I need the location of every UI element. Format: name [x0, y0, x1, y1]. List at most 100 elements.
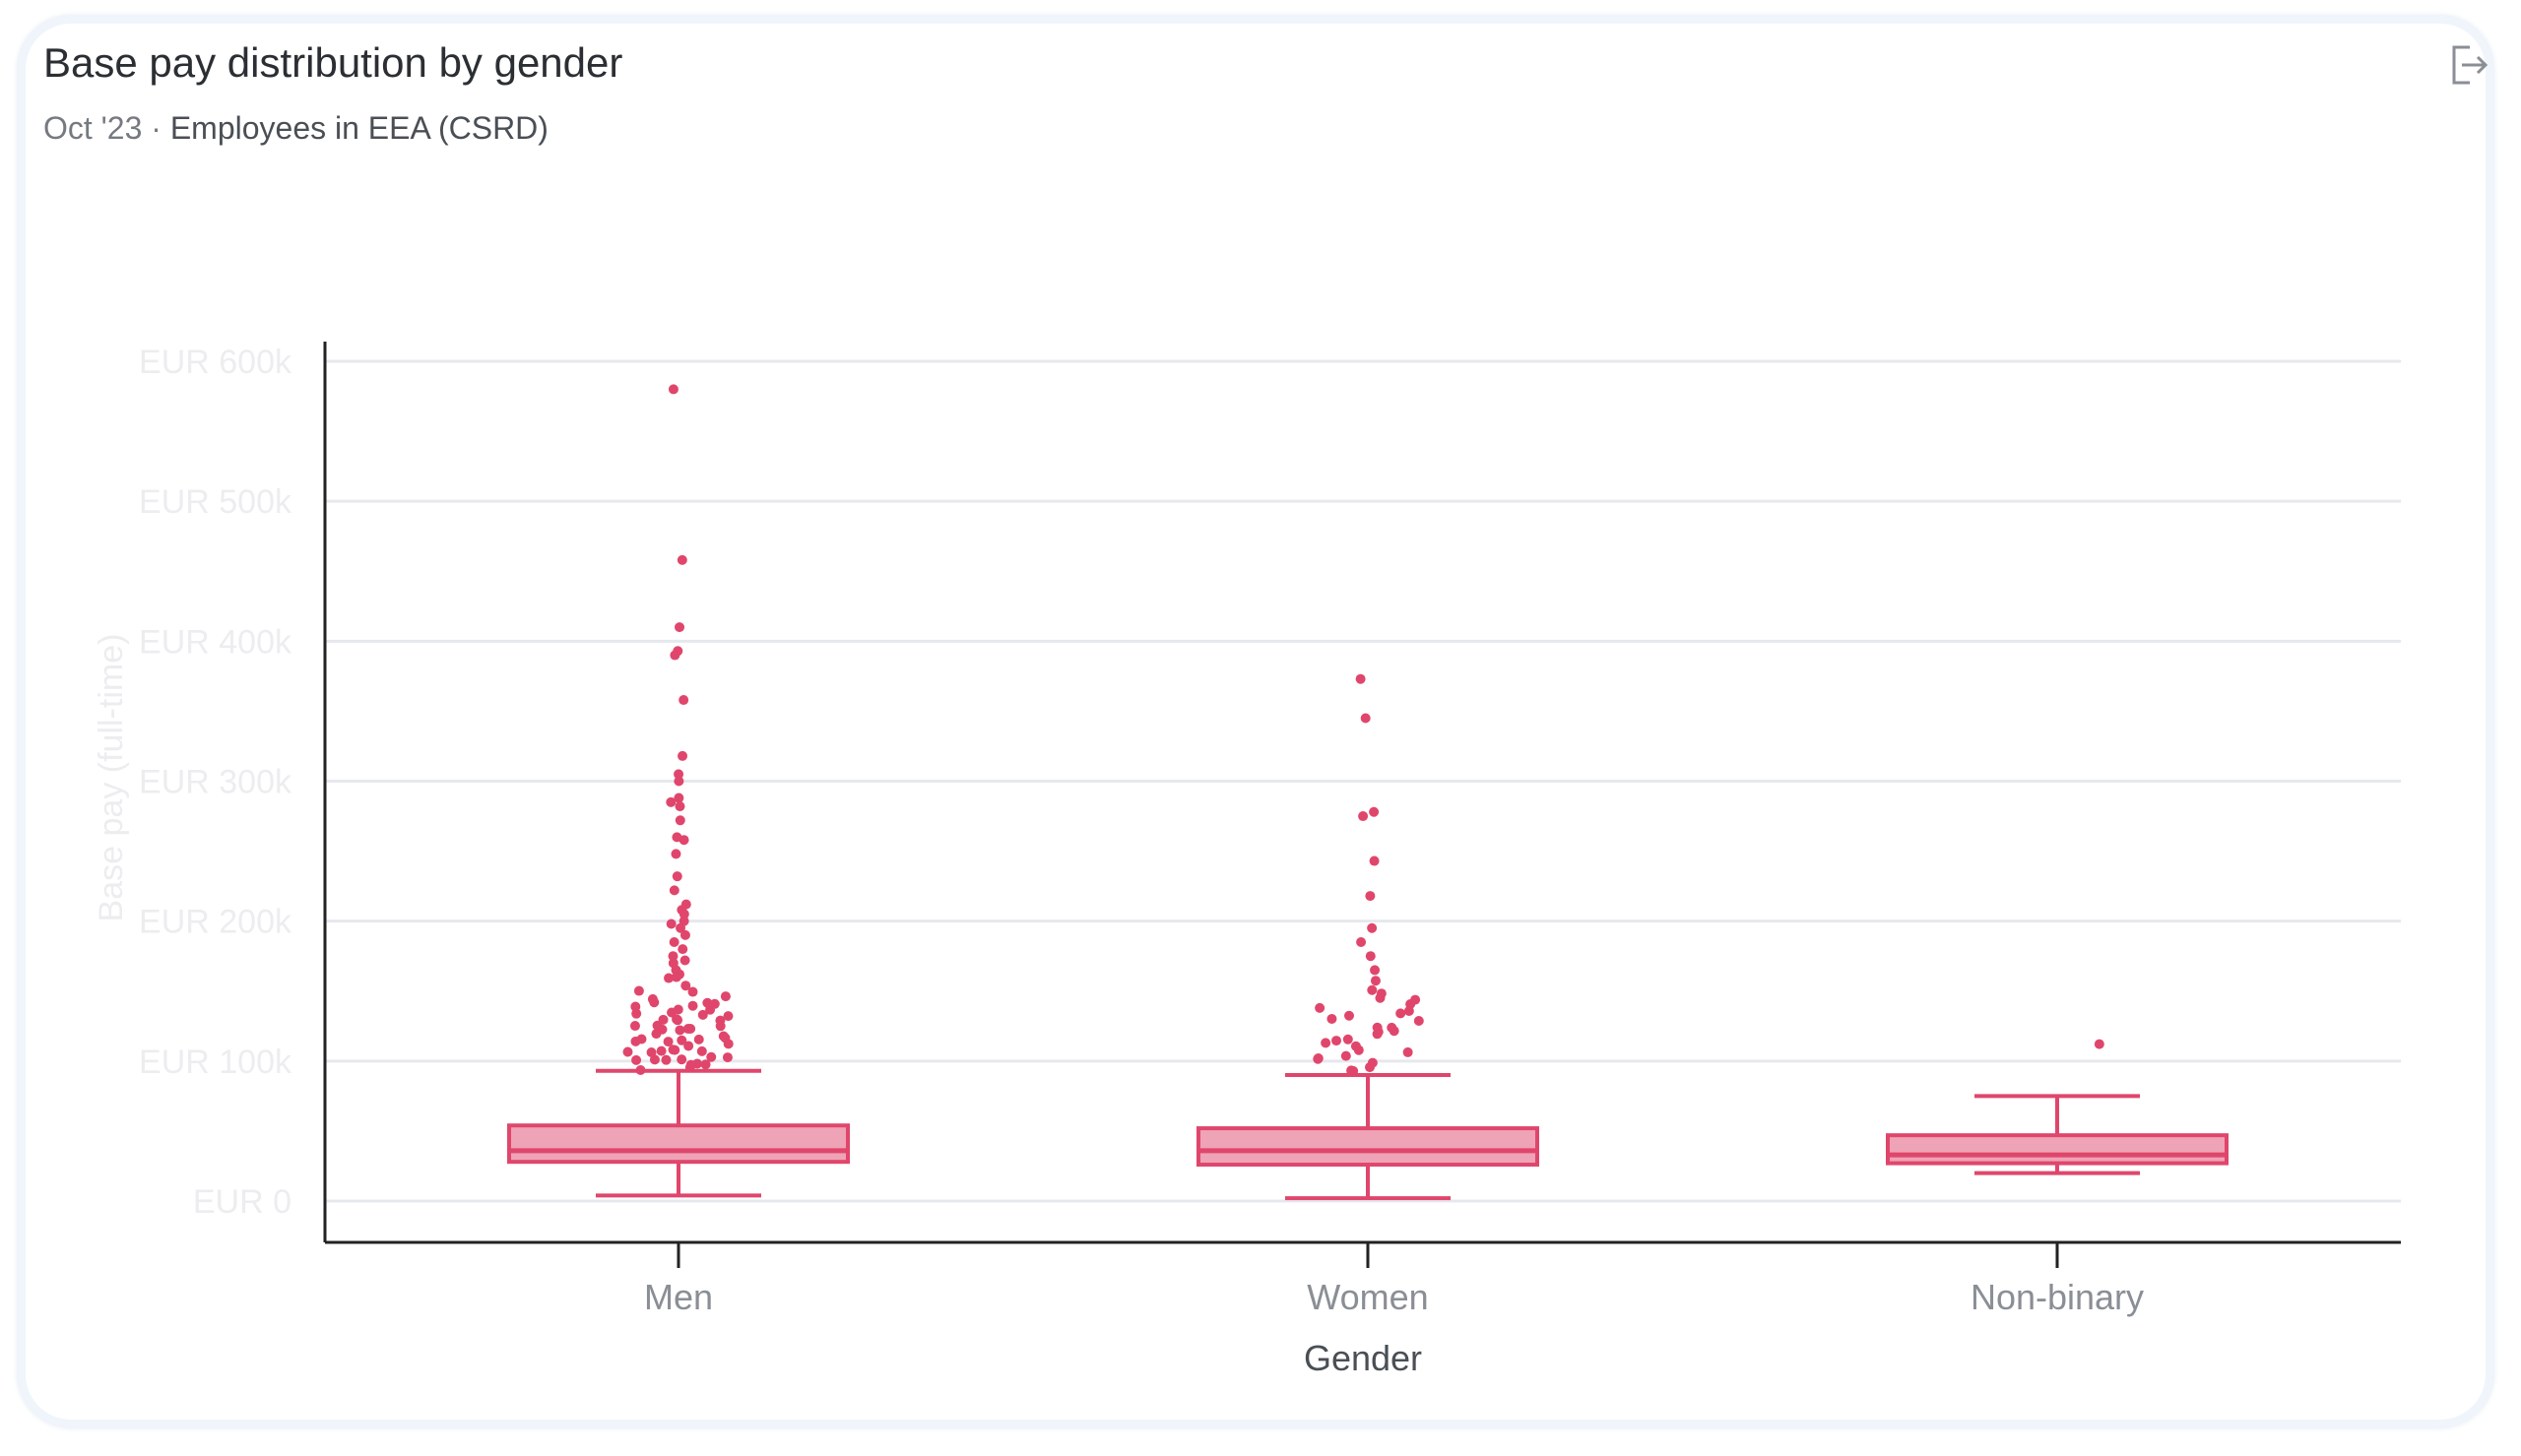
- outlier-point[interactable]: [1355, 673, 1366, 684]
- outlier-point[interactable]: [682, 1024, 693, 1035]
- outlier-point[interactable]: [1395, 1008, 1406, 1019]
- outlier-point[interactable]: [661, 1054, 672, 1065]
- outlier-point[interactable]: [677, 1054, 687, 1065]
- outlier-point[interactable]: [1365, 951, 1376, 962]
- outlier-point[interactable]: [696, 1045, 707, 1056]
- outlier-point[interactable]: [1344, 1010, 1355, 1021]
- outlier-point[interactable]: [679, 929, 690, 940]
- outlier-point[interactable]: [675, 801, 685, 812]
- outlier-point[interactable]: [669, 885, 679, 896]
- outlier-point[interactable]: [1372, 1029, 1383, 1040]
- outlier-point[interactable]: [720, 991, 731, 1002]
- outlier-point[interactable]: [674, 769, 684, 780]
- outlier-point[interactable]: [1375, 992, 1386, 1003]
- outlier-point[interactable]: [649, 997, 660, 1008]
- iqr-box[interactable]: [1886, 1133, 2229, 1166]
- outlier-point[interactable]: [668, 384, 679, 395]
- outlier-point[interactable]: [675, 815, 685, 826]
- outlier-point[interactable]: [680, 981, 691, 991]
- outlier-point[interactable]: [1413, 1016, 1424, 1027]
- outlier-point[interactable]: [630, 1036, 641, 1046]
- outlier-point[interactable]: [1360, 713, 1371, 724]
- outlier-point[interactable]: [697, 1009, 708, 1020]
- outlier-point[interactable]: [706, 1051, 717, 1062]
- outlier-point[interactable]: [687, 986, 698, 997]
- outlier-point[interactable]: [1353, 1045, 1364, 1055]
- outlier-point[interactable]: [1313, 1053, 1324, 1064]
- outlier-point[interactable]: [1403, 1005, 1414, 1016]
- outlier-point[interactable]: [1356, 936, 1367, 947]
- outlier-point[interactable]: [1358, 811, 1369, 822]
- outlier-point[interactable]: [651, 1029, 662, 1040]
- outlier-point[interactable]: [633, 985, 644, 996]
- outlier-point[interactable]: [671, 972, 681, 982]
- outlier-point[interactable]: [670, 1045, 680, 1055]
- outlier-point[interactable]: [675, 622, 685, 633]
- outlier-point[interactable]: [1364, 1062, 1375, 1073]
- outlier-point[interactable]: [1389, 1026, 1399, 1037]
- outlier-point[interactable]: [675, 1025, 685, 1036]
- outlier-point[interactable]: [679, 835, 689, 846]
- outlier-point[interactable]: [649, 1054, 660, 1065]
- outlier-point[interactable]: [723, 1039, 734, 1049]
- outlier-point[interactable]: [1402, 1046, 1413, 1057]
- outlier-point[interactable]: [1331, 1036, 1342, 1046]
- outlier-point[interactable]: [673, 1015, 683, 1026]
- outlier-point[interactable]: [635, 1064, 646, 1075]
- outlier-point[interactable]: [693, 1034, 704, 1045]
- outlier-point[interactable]: [1315, 1002, 1325, 1013]
- outlier-point[interactable]: [667, 1007, 678, 1018]
- outlier-point[interactable]: [670, 650, 680, 661]
- outlier-point[interactable]: [705, 1004, 716, 1015]
- outlier-point[interactable]: [676, 922, 686, 933]
- outlier-point[interactable]: [678, 944, 688, 955]
- outlier-point[interactable]: [666, 796, 677, 807]
- outlier-point[interactable]: [1367, 922, 1378, 933]
- outlier-point[interactable]: [679, 909, 689, 919]
- outlier-point[interactable]: [674, 792, 684, 803]
- outlier-point[interactable]: [669, 936, 679, 947]
- outlier-point[interactable]: [666, 918, 677, 929]
- outlier-point[interactable]: [668, 951, 679, 962]
- outlier-point[interactable]: [1340, 1050, 1351, 1061]
- outlier-point[interactable]: [1321, 1038, 1331, 1048]
- outlier-point[interactable]: [674, 776, 684, 787]
- outlier-point[interactable]: [663, 1037, 674, 1047]
- outlier-point[interactable]: [1365, 891, 1376, 902]
- outlier-point[interactable]: [1342, 1034, 1353, 1045]
- outlier-point[interactable]: [631, 1008, 642, 1019]
- outlier-point[interactable]: [1369, 806, 1380, 817]
- outlier-point[interactable]: [722, 1052, 733, 1063]
- outlier-point[interactable]: [723, 1011, 734, 1022]
- outlier-point[interactable]: [700, 1059, 711, 1070]
- outlier-point[interactable]: [677, 554, 687, 565]
- outlier-point[interactable]: [672, 871, 682, 882]
- outlier-point[interactable]: [679, 955, 690, 966]
- outlier-point[interactable]: [631, 1054, 642, 1065]
- iqr-box[interactable]: [507, 1123, 850, 1165]
- outlier-point[interactable]: [715, 1021, 726, 1032]
- outlier-point[interactable]: [677, 1035, 687, 1045]
- outlier-point[interactable]: [1370, 965, 1381, 976]
- outlier-point[interactable]: [656, 1045, 667, 1056]
- outlier-point[interactable]: [1370, 976, 1381, 986]
- outlier-point[interactable]: [622, 1046, 633, 1057]
- outlier-point[interactable]: [629, 1021, 640, 1032]
- outlier-point[interactable]: [664, 973, 675, 983]
- outlier-point[interactable]: [678, 750, 688, 761]
- period-label: Oct '23: [43, 110, 143, 146]
- export-button[interactable]: [2446, 41, 2493, 89]
- outlier-point[interactable]: [684, 1062, 695, 1073]
- outlier-point[interactable]: [671, 849, 681, 859]
- box-group: [1196, 673, 1539, 1201]
- outlier-point[interactable]: [679, 695, 689, 706]
- outlier-point[interactable]: [687, 1000, 698, 1011]
- iqr-box[interactable]: [1196, 1126, 1539, 1168]
- y-axis-label: Base pay (full-time): [93, 634, 130, 922]
- outlier-point[interactable]: [683, 1041, 694, 1051]
- outlier-point[interactable]: [2094, 1039, 2104, 1049]
- outlier-point[interactable]: [1326, 1013, 1337, 1024]
- outlier-point[interactable]: [1369, 855, 1380, 866]
- outlier-point[interactable]: [1346, 1065, 1357, 1076]
- outlier-point[interactable]: [1367, 984, 1378, 995]
